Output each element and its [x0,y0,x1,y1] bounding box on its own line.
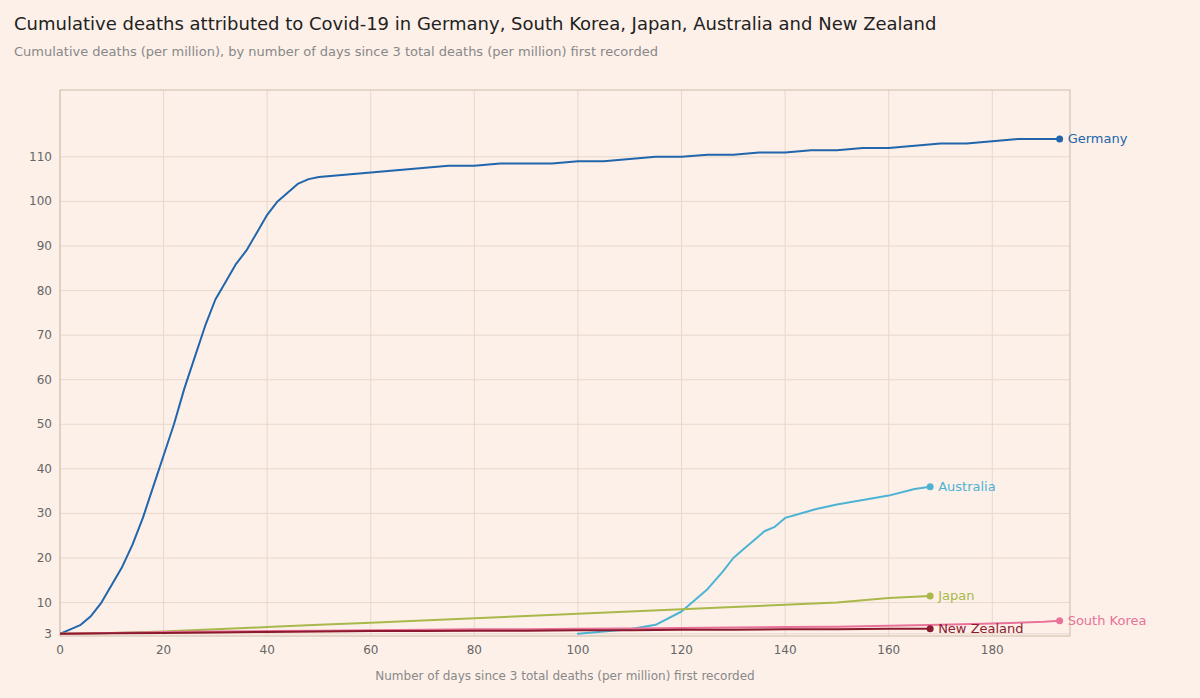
endpoint-dot [927,625,934,632]
y-tick-label: 3 [44,627,52,641]
y-tick-label: 50 [37,417,52,431]
x-axis-label: Number of days since 3 total deaths (per… [375,669,754,683]
y-tick-label: 100 [29,194,52,208]
axes: 0 20 40 60 80 100 120 140 160 180 3 10 20 30 40 50 60 70 8… [29,150,1004,657]
y-tick-label: 60 [37,373,52,387]
x-grid-line [163,90,164,636]
x-tick-label: 120 [670,643,693,657]
y-grid-line [60,558,1070,559]
y-tick-label: 70 [37,328,52,342]
series-label: Australia [938,479,996,494]
subtitle: Cumulative deaths (per million), by numb… [14,44,658,59]
x-grid-line [474,90,475,636]
x-tick-label: 40 [260,643,275,657]
y-tick-label: 20 [37,551,52,565]
background [0,0,1200,698]
x-grid-line [681,90,682,636]
y-tick-label: 30 [37,506,52,520]
endpoint-dot [1056,136,1063,143]
chart: Cumulative deaths attributed to Covid-19… [0,0,1200,698]
x-tick-label: 140 [774,643,797,657]
series-label: New Zealand [938,621,1023,636]
series-labels: Germany Australia Japan South Korea New Zeal… [937,131,1146,636]
y-tick-label: 10 [37,596,52,610]
y-tick-label: 80 [37,284,52,298]
series-label: Japan [937,588,974,603]
plot-area [60,136,1063,634]
x-tick-label: 100 [566,643,589,657]
y-grid-line [60,379,1070,380]
y-grid-line [60,602,1070,603]
x-grid-line [785,90,786,636]
series-line [60,139,1060,634]
y-tick-label: 40 [37,462,52,476]
x-tick-label: 0 [56,643,64,657]
y-grid-line [60,290,1070,291]
y-grid-line [60,156,1070,157]
x-tick-label: 60 [363,643,378,657]
y-grid-line [60,201,1070,202]
x-grid-line [992,90,993,636]
series-label: Germany [1068,131,1128,146]
endpoint-dot [927,483,934,490]
series-line [60,596,930,634]
endpoint-dot [1056,617,1063,624]
x-grid-line [267,90,268,636]
y-grid-line [60,335,1070,336]
x-tick-label: 180 [981,643,1004,657]
x-grid-line [577,90,578,636]
y-grid-line [60,513,1070,514]
y-grid-line [60,424,1070,425]
series-line [60,629,930,634]
series-line [60,621,1060,634]
y-tick-label: 90 [37,239,52,253]
grid [60,90,1070,636]
y-grid-line [60,468,1070,469]
x-tick-label: 80 [467,643,482,657]
x-tick-label: 160 [877,643,900,657]
y-tick-label: 110 [29,150,52,164]
plot-frame [60,90,1070,636]
x-grid-line [888,90,889,636]
series-label: South Korea [1068,613,1147,628]
y-grid-line [60,246,1070,247]
title: Cumulative deaths attributed to Covid-19… [14,13,936,34]
endpoint-dot [927,592,934,599]
x-tick-label: 20 [156,643,171,657]
